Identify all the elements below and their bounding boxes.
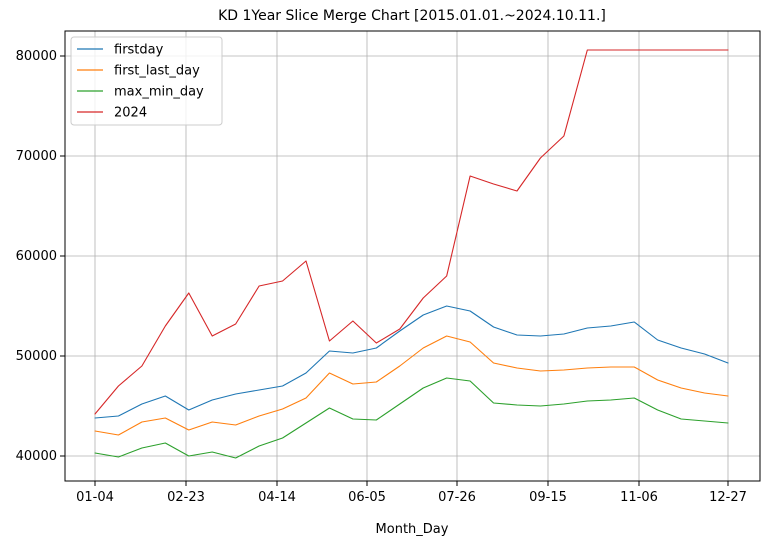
x-tick-label: 09-15 [529,490,567,505]
y-tick-label: 60000 [16,249,57,264]
x-tick-label: 07-26 [438,490,476,505]
series-line-first-last-day [94,335,729,436]
series-line-max-min-day [94,377,729,459]
legend-label: 2024 [114,106,147,121]
x-tick-label: 01-04 [76,490,114,505]
x-axis-label: Month_Day [376,522,449,537]
legend-box [70,36,223,126]
legend-label: max_min_day [114,85,204,100]
x-tick-label: 04-14 [258,490,296,505]
y-tick-label: 80000 [16,49,57,64]
y-tick-label: 70000 [16,149,57,164]
legend-label: firstday [114,43,164,58]
x-tick-label: 06-05 [348,490,386,505]
x-tick-label: 02-23 [167,490,205,505]
y-tick-label: 50000 [16,349,57,364]
chart-title: KD 1Year Slice Merge Chart [2015.01.01.~… [218,8,606,24]
legend-label: first_last_day [114,64,200,79]
x-tick-label: 12-27 [709,490,747,505]
legend: firstday first_last_day max_min_day 2024 [70,36,223,126]
series-line-firstday [94,305,729,419]
y-tick-label: 40000 [16,449,57,464]
x-tick-label: 11-06 [620,490,658,505]
series-line-2024 [94,49,729,415]
